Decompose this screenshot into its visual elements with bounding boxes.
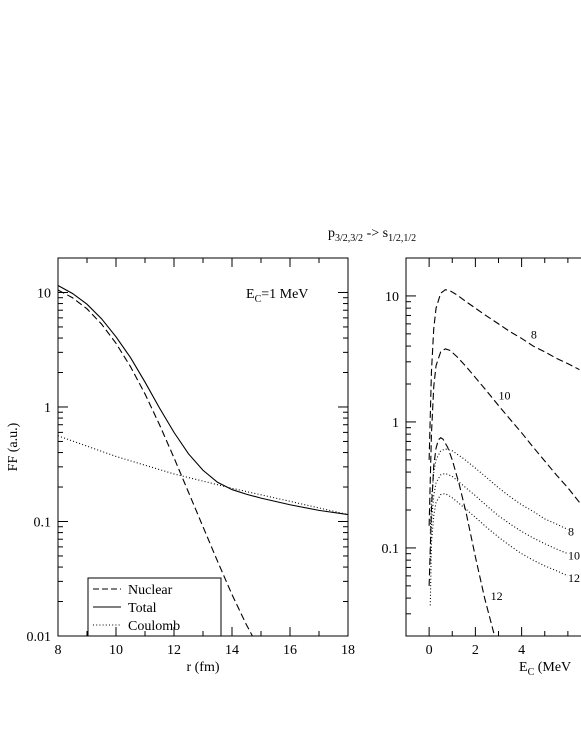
figure-title-arrow: -> s bbox=[363, 226, 388, 241]
right-curve-label-dotted: 10 bbox=[568, 549, 580, 563]
left-ticks: 8 10 12 14 16 18 0.01 0.1 1 10 bbox=[27, 258, 355, 658]
right-x-axis-label-sub: C bbox=[528, 667, 535, 678]
figure-title-sub1: 3/2,3/2 bbox=[335, 233, 363, 244]
right-x-axis-label: EC (MeV bbox=[519, 660, 571, 678]
left-annotation: EC=1 MeV bbox=[246, 287, 308, 305]
left-annotation-main: E bbox=[246, 287, 255, 302]
left-x-tick-label: 10 bbox=[109, 643, 123, 658]
left-x-tick-label: 16 bbox=[283, 643, 297, 658]
right-curve-dashed-1 bbox=[428, 348, 580, 526]
right-panel: 0 2 4 0.1 1 10 8 10 12 8 10 12 EC (MeV bbox=[382, 257, 581, 678]
right-x-tick-label: 4 bbox=[518, 643, 525, 658]
right-curve-dotted-3 bbox=[429, 448, 569, 534]
left-y-axis-label: FF (a.u.) bbox=[6, 422, 21, 471]
right-x-tick-label: 2 bbox=[472, 643, 479, 658]
left-x-tick-label: 18 bbox=[341, 643, 355, 658]
left-annotation-sub: C bbox=[255, 294, 262, 305]
right-curve-dashed-2 bbox=[428, 436, 496, 636]
right-x-axis-label-main: E bbox=[519, 660, 528, 675]
right-curve-label-dashed: 12 bbox=[491, 589, 503, 603]
left-y-tick-label: 10 bbox=[37, 286, 51, 301]
right-curve-label-dotted: 12 bbox=[568, 571, 580, 585]
right-ticks: 0 2 4 0.1 1 10 bbox=[382, 258, 569, 658]
right-curve-dashed-0 bbox=[428, 289, 580, 460]
legend-total-label: Total bbox=[128, 601, 157, 616]
left-curve-solid-1 bbox=[58, 285, 348, 516]
left-curves bbox=[58, 285, 348, 636]
right-curve-dotted-4 bbox=[429, 472, 569, 561]
right-curve-label-dotted: 8 bbox=[568, 525, 574, 539]
legend-box bbox=[87, 577, 222, 637]
figure-title-sub2: 1/2,1/2 bbox=[388, 233, 416, 244]
right-x-axis-label-rest: (MeV bbox=[534, 660, 571, 675]
left-x-tick-label: 8 bbox=[55, 643, 62, 658]
right-curve-labels: 8 10 12 8 10 12 bbox=[491, 328, 580, 604]
left-x-axis-label: r (fm) bbox=[186, 660, 219, 675]
legend-coulomb-label: Coulomb bbox=[128, 619, 180, 634]
right-y-tick-label: 1 bbox=[392, 416, 399, 431]
left-curve-dotted-2 bbox=[58, 435, 348, 516]
left-x-tick-label: 12 bbox=[167, 643, 181, 658]
left-plot-frame bbox=[57, 257, 349, 637]
figure-title: p3/2,3/2 -> s1/2,1/2 bbox=[328, 226, 416, 244]
left-y-tick-label: 0.01 bbox=[27, 630, 52, 645]
left-curve-dashed-0 bbox=[58, 289, 254, 636]
legend-nuclear-label: Nuclear bbox=[128, 583, 173, 598]
right-curve-label-dashed: 10 bbox=[499, 389, 511, 403]
right-curves bbox=[428, 289, 580, 636]
figure-title-main: p bbox=[328, 226, 335, 241]
left-panel: 8 10 12 14 16 18 0.01 0.1 1 10 r (fm) FF (a.u.) E… bbox=[6, 257, 355, 675]
legend: Nuclear Total Coulomb bbox=[87, 577, 222, 637]
right-y-tick-label: 0.1 bbox=[382, 542, 400, 557]
left-y-tick-label: 1 bbox=[44, 401, 51, 416]
right-curve-label-dashed: 8 bbox=[531, 328, 537, 342]
right-y-tick-label: 10 bbox=[385, 290, 399, 305]
left-annotation-rest: =1 MeV bbox=[261, 287, 308, 302]
right-x-tick-label: 0 bbox=[426, 643, 433, 658]
left-y-tick-label: 0.1 bbox=[34, 515, 52, 530]
left-x-tick-label: 14 bbox=[225, 643, 239, 658]
right-plot-frame bbox=[405, 257, 581, 637]
